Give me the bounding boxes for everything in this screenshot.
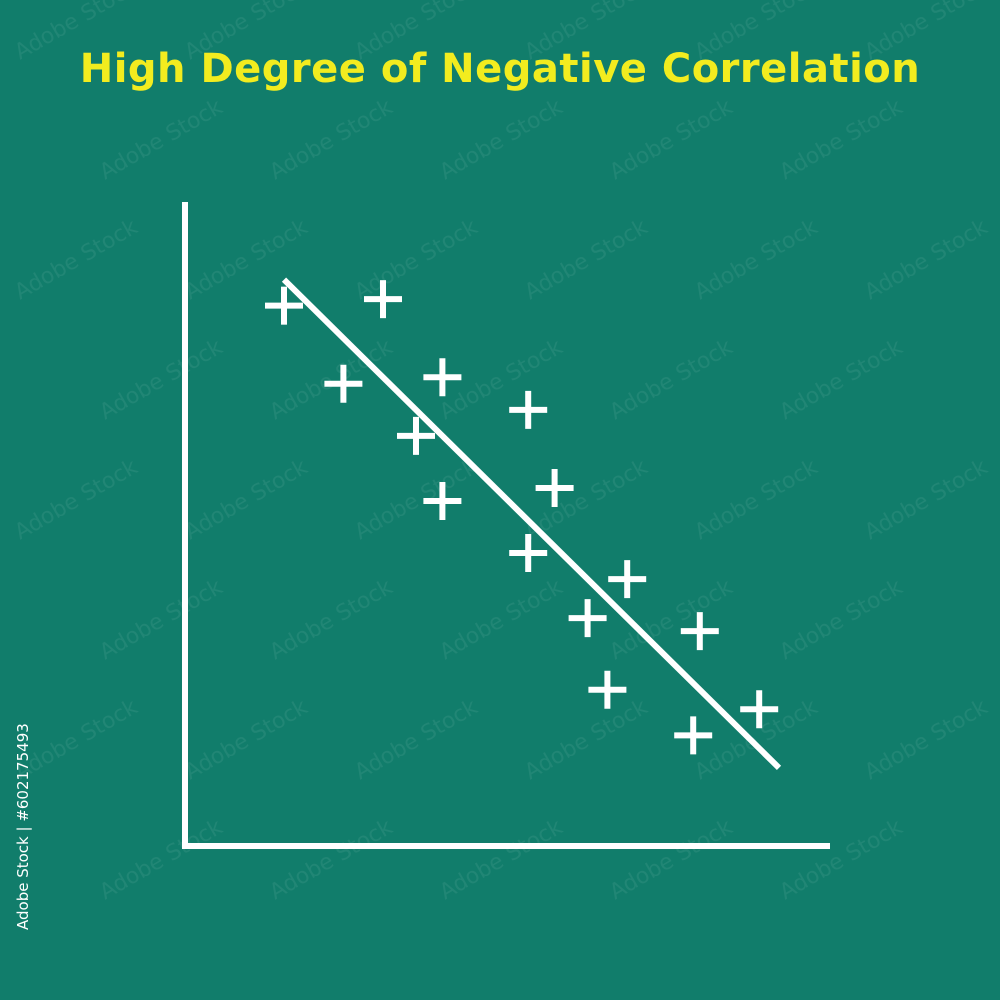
watermark-text: Adobe Stock [606,95,738,186]
watermark-text: Adobe Stock [776,335,908,426]
data-point-5 [397,416,435,455]
watermark-text: Adobe Stock [96,815,228,906]
watermark-text: Adobe Stock [436,575,568,666]
data-point-12 [680,612,719,651]
chart-title: High Degree of Negative Correlation [79,46,921,92]
watermark-text: Adobe Stock [776,815,908,906]
watermark-text: Adobe Stock [181,455,313,546]
data-point-11 [568,599,607,638]
watermark-text: Adobe Stock [776,575,908,666]
watermark-text: Adobe Stock [351,455,483,546]
watermark-text: Adobe Stock [691,215,823,306]
watermark-text: Adobe Stock [96,335,228,426]
watermark-text: Adobe Stock [861,695,993,786]
watermark-text: Adobe Stock [606,815,738,906]
watermark-text: Adobe Stock [521,215,653,306]
watermark-text: Adobe Stock [96,575,228,666]
watermark-text: Adobe Stock [436,95,568,186]
watermark-text: Adobe Stock [521,695,653,786]
data-point-8 [535,468,574,507]
watermark-text: Adobe Stock [96,95,228,186]
data-point-3 [324,364,363,403]
data-point-15 [740,690,779,729]
watermark-text: Adobe Stock [266,335,398,426]
watermark-layer: Adobe Stock Adobe Stock Adobe Stock Adobe S… [11,0,993,905]
data-point-4 [423,358,462,397]
watermark-text: Adobe Stock [11,455,143,546]
watermark-text: Adobe Stock [861,455,993,546]
data-point-10 [608,560,647,599]
watermark-text: Adobe Stock [266,575,398,666]
watermark-text: Adobe Stock [266,815,398,906]
watermark-text: Adobe Stock [266,95,398,186]
data-points [265,280,779,755]
watermark-text: Adobe Stock [861,215,993,306]
data-point-6 [423,481,462,520]
data-point-2 [364,280,402,319]
watermark-text: Adobe Stock [436,815,568,906]
trend-line [281,277,782,771]
watermark-text: Adobe Stock [11,215,143,306]
watermark-text: Adobe Stock [351,695,483,786]
watermark-text: Adobe Stock [776,95,908,186]
stock-id-text: Adobe Stock | #602175493 [14,723,32,930]
data-point-7 [509,390,548,429]
data-point-9 [509,534,548,573]
watermark-text: Adobe Stock [606,335,738,426]
data-point-1 [265,286,303,325]
data-point-13 [588,670,627,709]
watermark-text: Adobe Stock [691,455,823,546]
watermark-text: Adobe Stock [181,695,313,786]
watermark-text: Adobe Stock [351,215,483,306]
data-point-14 [674,716,713,755]
